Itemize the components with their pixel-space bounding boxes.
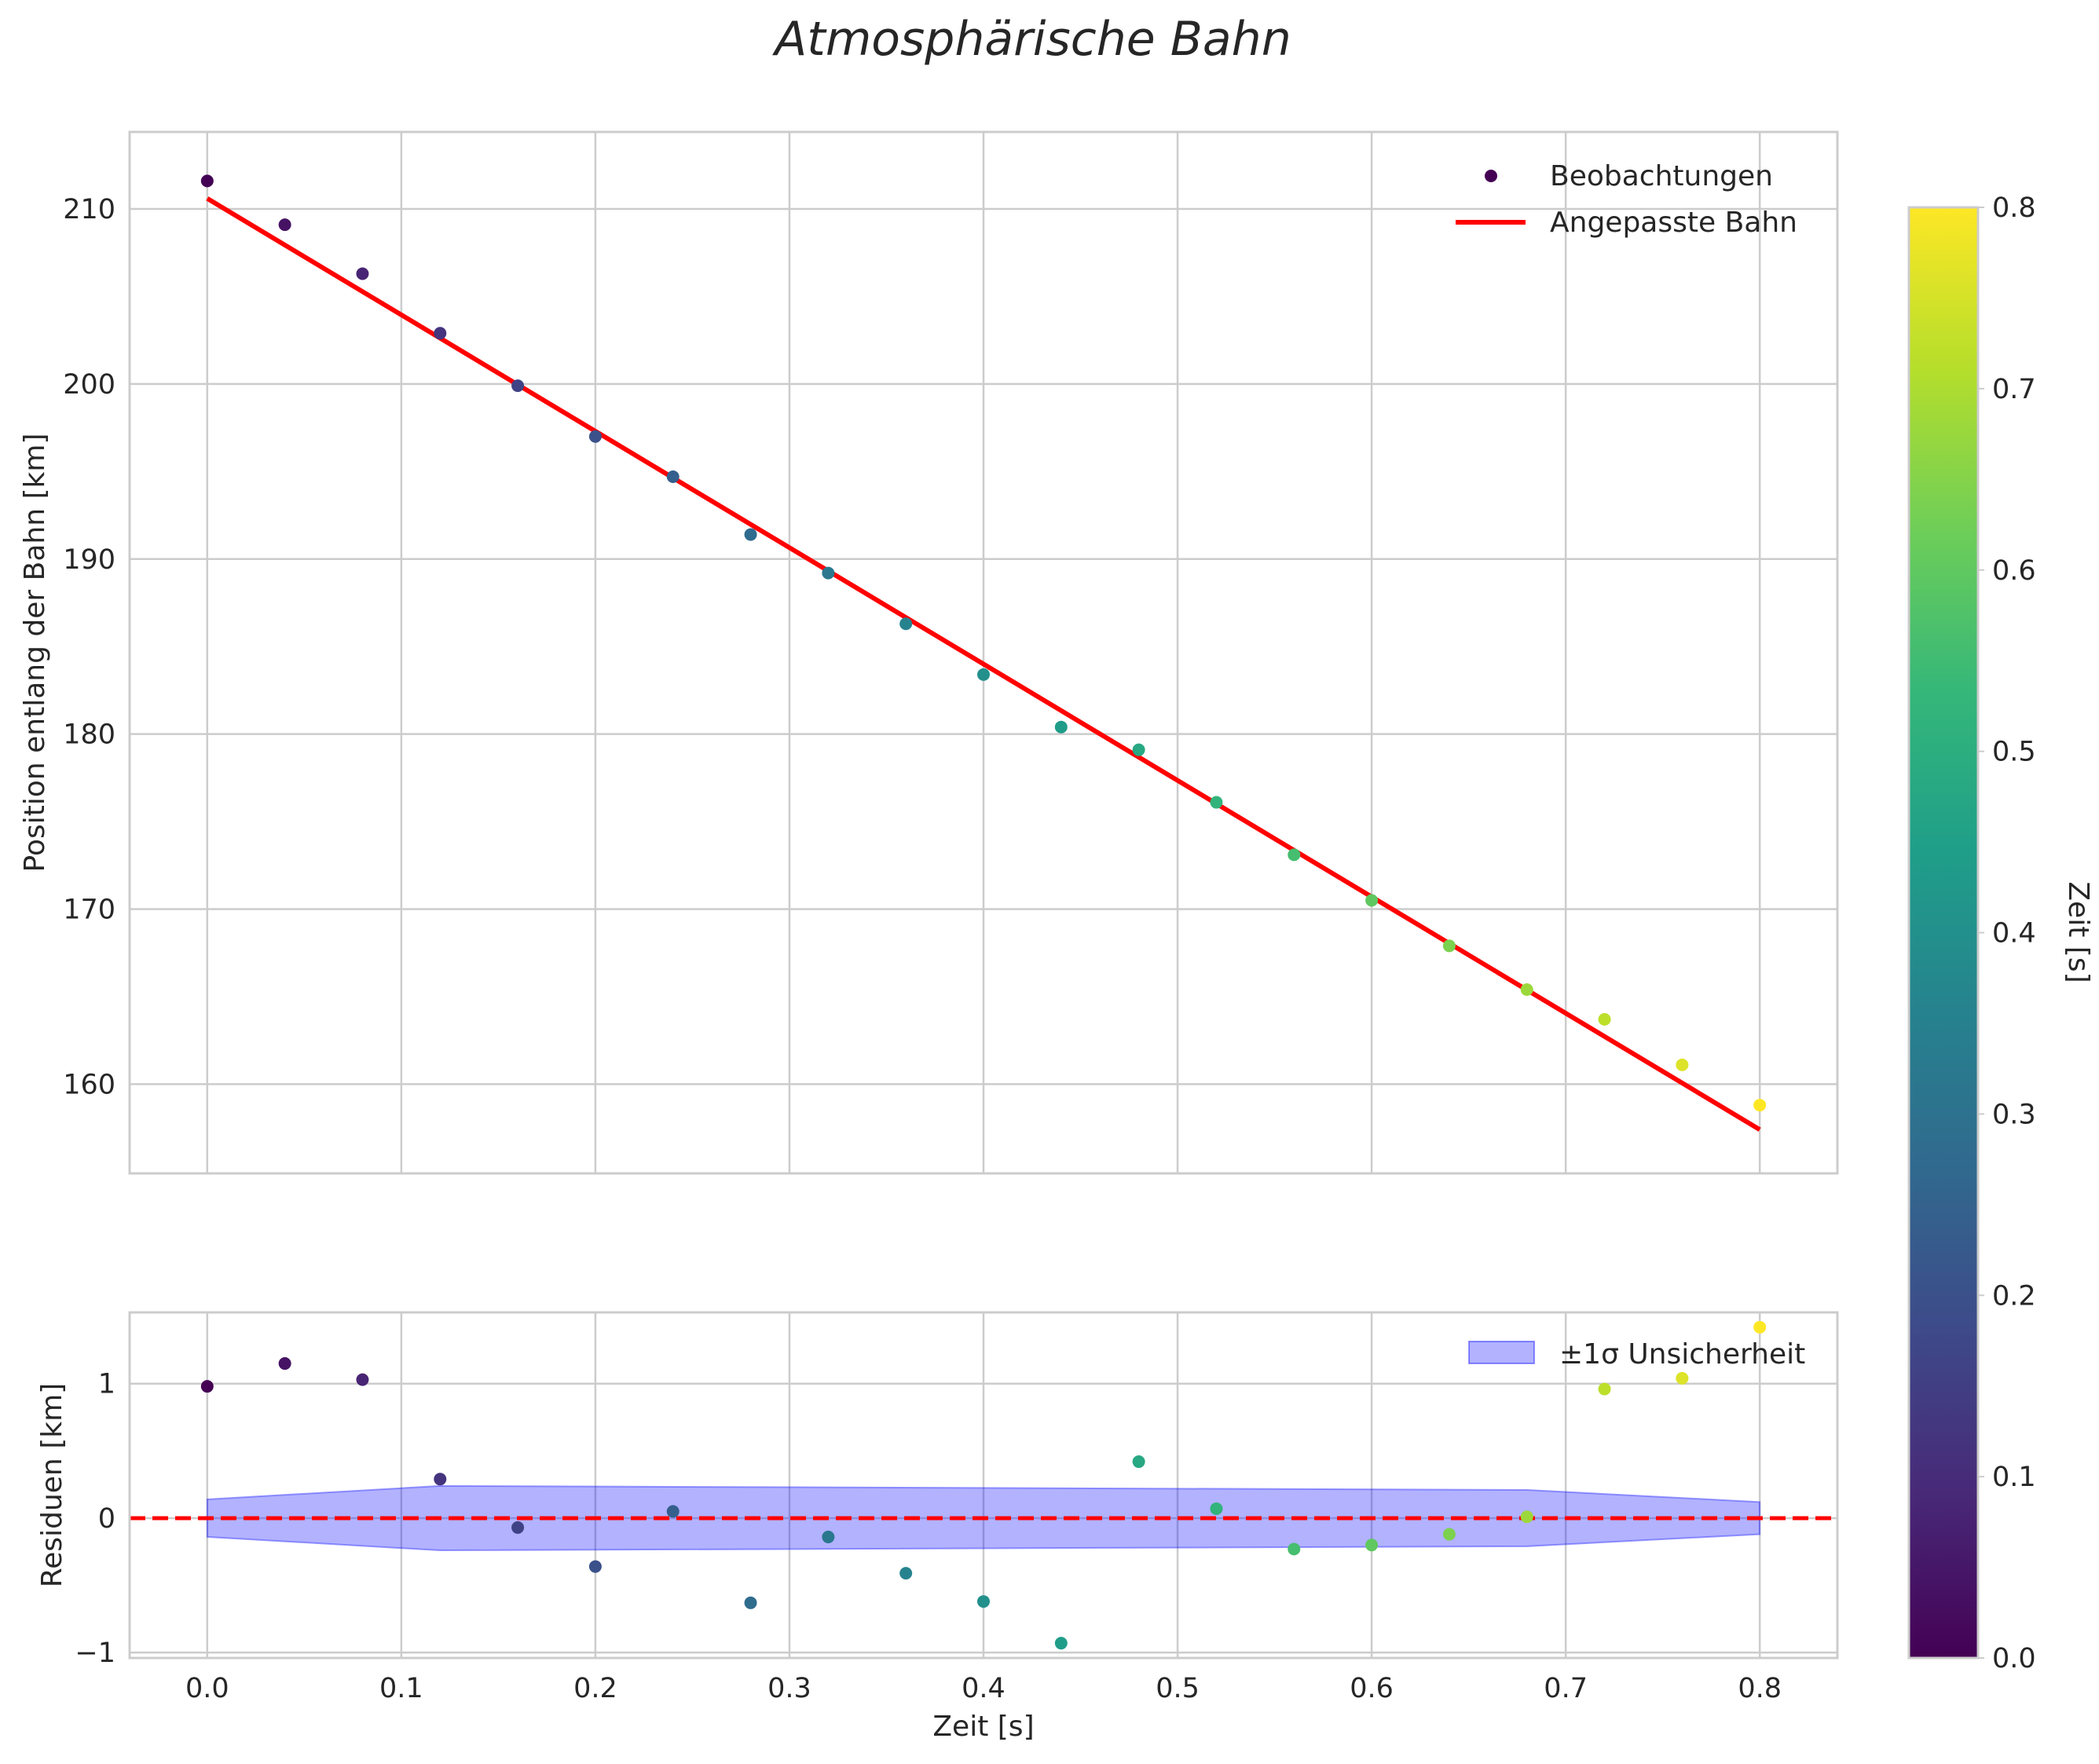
residual-point [1676,1371,1689,1385]
residual-point [1520,1510,1533,1524]
colorbar-tick-label: 0.3 [1992,1099,2036,1130]
residuals-panel: 0.0 0.1 0.2 0.3 0.4 0.5 0.6 0.7 0.8 −1 0 1 Zeit [s… [36,1311,1839,1743]
residuals-y-tick-label: 0 [98,1503,115,1535]
main-y-tick-label: 170 [63,894,115,925]
colorbar-gradient [1907,206,1980,1660]
colorbar-tick-label: 0.1 [1992,1462,2036,1493]
colorbar-tick-label: 0.0 [1992,1643,2036,1674]
main-panel: 160 170 180 190 200 210 Position entlang der … [19,130,1839,1175]
residual-point [356,1373,369,1386]
residual-point [1288,1543,1301,1556]
fit-line-layer [206,196,1761,1132]
observation-point [356,267,369,280]
residual-point [1442,1528,1456,1541]
residuals-x-tick-label: 0.8 [1738,1673,1782,1704]
residual-point [1365,1539,1379,1552]
colorbar-tick-label: 0.5 [1992,737,2036,768]
residual-point [977,1595,990,1608]
observation-point [278,218,291,232]
fit-line [206,196,1761,1132]
residuals-y-axis-label: Residuen [km] [36,1383,68,1587]
residuals-x-tick-label: 0.0 [185,1673,229,1704]
residuals-legend: ±1σ Unsicherheit [1468,1338,1805,1371]
residual-points [200,1320,1767,1650]
observation-point [588,430,602,443]
main-y-tick-label: 190 [63,544,115,576]
observation-point [1676,1058,1689,1071]
main-plot-frame [128,130,1839,1175]
observation-point [511,379,525,393]
residual-point [1753,1320,1767,1334]
residuals-plot-frame [128,1311,1839,1660]
legend-marker-observations [1485,170,1497,182]
observation-point [977,668,990,681]
legend-label-uncertainty: ±1σ Unsicherheit [1559,1338,1805,1371]
main-y-tick-label: 210 [63,194,115,225]
colorbar-label: Zeit [s] [2062,881,2094,983]
legend-label-fit-line: Angepasste Bahn [1550,207,1797,239]
observation-point [1442,939,1456,953]
main-legend: Beobachtungen Angepasste Bahn [1456,160,1797,239]
residuals-x-tick-label: 0.6 [1350,1673,1394,1704]
observation-point [744,528,757,541]
observation-point [1288,848,1301,862]
observation-point [1365,894,1379,907]
chart-title: Atmosphärische Bahn [771,12,1291,67]
colorbar: 0.0 0.1 0.2 0.3 0.4 0.5 0.6 0.7 0.8 Zeit [s] [1907,192,2094,1674]
colorbar-tick-label: 0.2 [1992,1280,2036,1312]
colorbar-tick-label: 0.8 [1992,192,2036,224]
colorbar-tick-label: 0.6 [1992,555,2036,587]
observation-point [1753,1099,1767,1112]
residual-point [822,1530,835,1543]
residuals-x-tick-label: 0.7 [1544,1673,1588,1704]
residual-point [899,1567,913,1580]
observation-point [1598,1012,1611,1026]
residuals-x-axis-label: Zeit [s] [932,1711,1034,1743]
residual-point [434,1473,447,1486]
residual-point [666,1505,680,1518]
main-y-tick-label: 160 [63,1069,115,1100]
residual-point [1598,1382,1611,1396]
residual-point [588,1560,602,1573]
main-y-tick-label: 200 [63,369,115,401]
observation-points [200,174,1767,1112]
residual-point [744,1596,757,1609]
residuals-y-tick-label: −1 [75,1638,115,1669]
colorbar-ticks: 0.0 0.1 0.2 0.3 0.4 0.5 0.6 0.7 0.8 [1978,192,2036,1674]
legend-label-observations: Beobachtungen [1550,160,1773,192]
main-y-ticks: 160 170 180 190 200 210 [63,194,115,1100]
colorbar-tick-label: 0.4 [1992,918,2036,950]
residual-point [200,1380,214,1393]
observation-point [1210,796,1223,809]
observation-point [200,174,214,188]
residual-point [1210,1502,1223,1515]
observation-point [1520,983,1533,996]
residual-point [278,1357,291,1371]
residuals-y-ticks: −1 0 1 [75,1369,115,1669]
observation-point [1132,743,1145,756]
observation-point [434,327,447,340]
residual-point [1132,1455,1145,1469]
residuals-x-tick-label: 0.1 [379,1673,423,1704]
residual-point [511,1521,525,1534]
legend-marker-uncertainty [1468,1341,1535,1364]
observation-point [899,617,913,631]
residual-point [1054,1637,1068,1650]
residuals-x-tick-label: 0.2 [573,1673,617,1704]
main-y-tick-label: 180 [63,719,115,751]
observation-point [666,470,680,484]
residuals-x-tick-label: 0.5 [1156,1673,1200,1704]
main-grid [130,132,1837,1173]
colorbar-tick-label: 0.7 [1992,374,2036,405]
main-y-axis-label: Position entlang der Bahn [km] [19,434,51,873]
residuals-y-tick-label: 1 [98,1369,115,1400]
observation-point [822,566,835,580]
residuals-x-tick-label: 0.4 [962,1673,1006,1704]
residuals-x-ticks: 0.0 0.1 0.2 0.3 0.4 0.5 0.6 0.7 0.8 [185,1673,1782,1704]
observation-point [1054,720,1068,734]
residuals-x-tick-label: 0.3 [767,1673,811,1704]
